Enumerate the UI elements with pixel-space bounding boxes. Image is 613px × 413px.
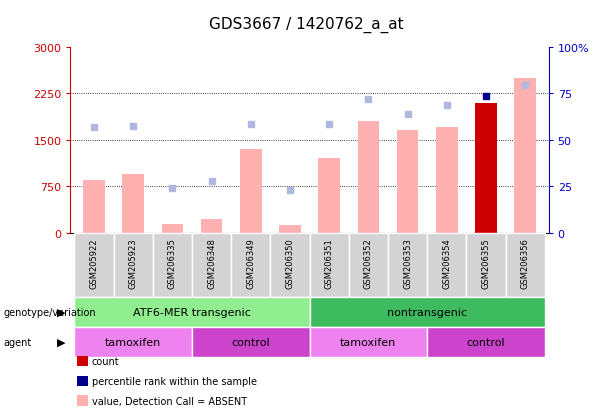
Text: GSM206349: GSM206349 bbox=[246, 238, 255, 288]
Bar bbox=[427, 327, 545, 357]
Bar bbox=[113, 233, 153, 297]
Text: GSM206356: GSM206356 bbox=[520, 238, 530, 289]
Text: GSM206353: GSM206353 bbox=[403, 238, 412, 289]
Text: ATF6-MER transgenic: ATF6-MER transgenic bbox=[133, 307, 251, 317]
Text: GSM206350: GSM206350 bbox=[286, 238, 294, 288]
Text: control: control bbox=[466, 337, 505, 347]
Bar bbox=[427, 233, 466, 297]
Bar bbox=[349, 233, 388, 297]
Bar bbox=[514, 78, 536, 233]
Text: GSM206354: GSM206354 bbox=[442, 238, 451, 288]
Text: tamoxifen: tamoxifen bbox=[340, 337, 397, 347]
Bar bbox=[153, 233, 192, 297]
Text: control: control bbox=[232, 337, 270, 347]
Bar bbox=[388, 233, 427, 297]
Bar bbox=[279, 226, 301, 233]
Bar bbox=[310, 327, 427, 357]
Bar bbox=[240, 150, 262, 233]
Text: genotype/variation: genotype/variation bbox=[3, 307, 96, 317]
Bar bbox=[123, 174, 144, 233]
Bar bbox=[397, 131, 418, 233]
Bar bbox=[506, 233, 545, 297]
Text: tamoxifen: tamoxifen bbox=[105, 337, 161, 347]
Text: agent: agent bbox=[3, 337, 31, 347]
Bar bbox=[74, 297, 310, 327]
Bar bbox=[83, 181, 105, 233]
Bar bbox=[74, 327, 192, 357]
Bar bbox=[201, 219, 223, 233]
Text: GSM206351: GSM206351 bbox=[325, 238, 333, 288]
Bar bbox=[192, 327, 310, 357]
Text: GDS3667 / 1420762_a_at: GDS3667 / 1420762_a_at bbox=[209, 17, 404, 33]
Bar bbox=[357, 122, 379, 233]
Bar bbox=[192, 233, 231, 297]
Text: percentile rank within the sample: percentile rank within the sample bbox=[92, 376, 257, 386]
Text: GSM206335: GSM206335 bbox=[168, 238, 177, 289]
Bar bbox=[270, 233, 310, 297]
Text: GSM205923: GSM205923 bbox=[129, 238, 138, 288]
Text: ▶: ▶ bbox=[57, 337, 66, 347]
Bar bbox=[318, 159, 340, 233]
Bar bbox=[310, 297, 545, 327]
Text: nontransgenic: nontransgenic bbox=[387, 307, 467, 317]
Text: GSM206355: GSM206355 bbox=[481, 238, 490, 288]
Text: GSM206348: GSM206348 bbox=[207, 238, 216, 289]
Text: GSM206352: GSM206352 bbox=[364, 238, 373, 288]
Text: value, Detection Call = ABSENT: value, Detection Call = ABSENT bbox=[92, 396, 247, 406]
Bar bbox=[475, 103, 497, 233]
Bar bbox=[231, 233, 270, 297]
Text: count: count bbox=[92, 356, 120, 366]
Bar bbox=[436, 128, 457, 233]
Bar bbox=[162, 224, 183, 233]
Bar bbox=[310, 233, 349, 297]
Bar bbox=[466, 233, 506, 297]
Text: ▶: ▶ bbox=[57, 307, 66, 317]
Text: GSM205922: GSM205922 bbox=[89, 238, 99, 288]
Bar bbox=[74, 233, 113, 297]
